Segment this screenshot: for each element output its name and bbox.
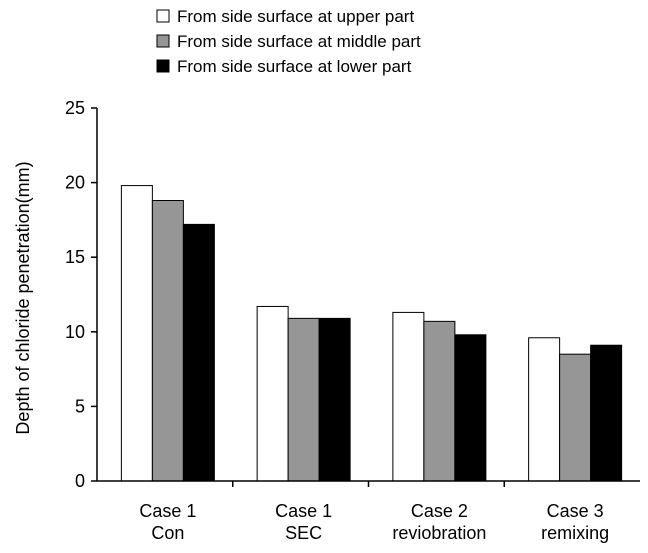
legend-label: From side surface at upper part [177,7,414,26]
x-tick-label-line: Case 3 [547,501,604,521]
x-tick-label: Case 1 Con [139,501,196,543]
x-tick-label-line: Case 1 [275,501,332,521]
bar [256,305,289,482]
x-tick-label: Case 2 reviobration [392,501,486,543]
bar [528,337,561,482]
bar [454,334,487,482]
y-tick-label: 15 [65,247,85,267]
legend-swatch [156,34,170,48]
bars [120,185,623,482]
legend: From side surface at upper part From side… [156,7,421,76]
x-tick-label: Case 3 remixing [541,501,609,543]
y-tick-label: 25 [65,98,85,118]
bar [559,353,592,482]
y-tick-label: 5 [75,396,85,416]
x-tick-label-line: Con [151,523,184,543]
y-axis: 0 5 10 15 20 25 [65,98,98,491]
x-tick-label-line: SEC [285,523,322,543]
bar [392,311,425,482]
x-tick-label-line: Case 2 [411,501,468,521]
bar [120,185,153,482]
legend-label: From side surface at lower part [177,57,412,76]
x-tick-label-line: remixing [541,523,609,543]
y-axis-title: Depth of chloride penetration(mm) [13,161,33,434]
x-tick-label-line: Case 1 [139,501,196,521]
bar [318,317,351,482]
y-tick-label: 10 [65,322,85,342]
legend-label: From side surface at middle part [177,32,421,51]
x-tick-label-line: reviobration [392,523,486,543]
bar [423,320,456,482]
x-tick-label: Case 1 SEC [275,501,332,543]
legend-swatch [156,59,170,73]
bar [590,344,623,482]
y-tick-label: 0 [75,471,85,491]
bar [151,200,184,482]
bar [182,223,215,482]
legend-swatch [156,9,170,23]
bar [287,317,320,482]
y-tick-label: 20 [65,173,85,193]
